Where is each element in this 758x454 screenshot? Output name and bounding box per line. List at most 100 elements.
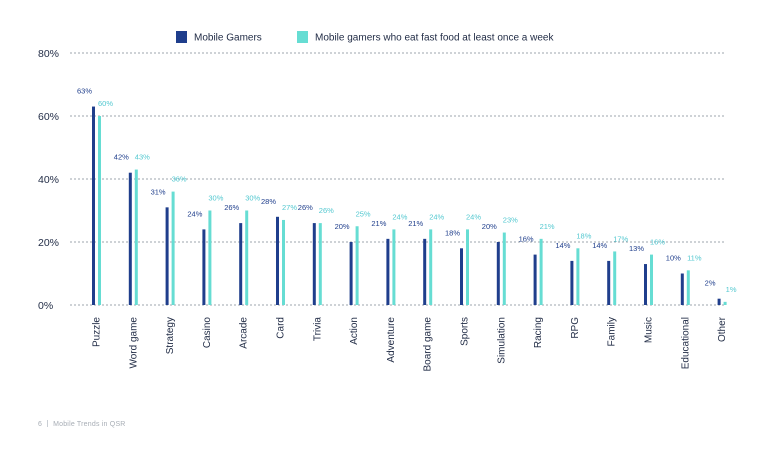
legend-swatch-series-2 — [297, 31, 308, 43]
data-label-fast-food-gamers-music: 16% — [650, 238, 665, 247]
category-label-card: Card — [276, 317, 287, 339]
data-label-mobile-gamers-simulation: 20% — [482, 222, 497, 231]
category-label-puzzle: Puzzle — [92, 317, 103, 347]
data-label-mobile-gamers-word-game: 42% — [114, 153, 129, 162]
category-label-arcade: Arcade — [239, 317, 250, 349]
y-axis: 0% 20% 40% 60% 80% — [38, 48, 59, 312]
bar-mobile-gamers-board-game — [423, 238, 427, 305]
y-tick-label-0: 0% — [38, 300, 53, 312]
bar-fast-food-gamers-strategy — [171, 191, 175, 305]
data-label-fast-food-gamers-racing: 21% — [540, 222, 555, 231]
data-label-mobile-gamers-card: 28% — [261, 197, 276, 206]
data-label-mobile-gamers-family: 14% — [592, 241, 607, 250]
bar-fast-food-gamers-card — [282, 219, 285, 305]
data-label-mobile-gamers-strategy: 31% — [151, 187, 166, 196]
legend-swatch-series-1 — [176, 31, 187, 43]
bar-mobile-gamers-rpg — [570, 260, 574, 305]
legend-label-series-1: Mobile Gamers — [194, 33, 262, 44]
bar-mobile-gamers-racing — [533, 254, 537, 305]
data-label-fast-food-gamers-arcade: 30% — [245, 194, 260, 203]
bar-mobile-gamers-other — [717, 298, 721, 305]
bar-mobile-gamers-word-game — [128, 172, 132, 305]
data-label-mobile-gamers-rpg: 14% — [555, 241, 570, 250]
bar-mobile-gamers-adventure — [386, 238, 390, 305]
data-label-fast-food-gamers-educational: 11% — [687, 253, 702, 262]
data-label-mobile-gamers-puzzle: 63% — [77, 87, 92, 96]
data-label-fast-food-gamers-word-game: 43% — [135, 153, 150, 162]
data-label-fast-food-gamers-family: 17% — [613, 234, 628, 243]
bar-fast-food-gamers-sports — [466, 229, 469, 305]
data-label-fast-food-gamers-trivia: 26% — [319, 206, 334, 215]
legend: Mobile Gamers Mobile gamers who eat fast … — [176, 31, 554, 44]
bar-fast-food-gamers-trivia — [318, 223, 322, 305]
bar-mobile-gamers-puzzle — [92, 106, 95, 305]
bar-fast-food-gamers-board-game — [429, 229, 433, 305]
data-label-fast-food-gamers-sports: 24% — [466, 212, 481, 221]
data-label-fast-food-gamers-board-game: 24% — [429, 212, 444, 221]
x-axis: Puzzle Word game Strategy Casino Arcade Card T… — [92, 316, 729, 371]
data-label-fast-food-gamers-casino: 30% — [208, 194, 223, 203]
category-label-strategy: Strategy — [165, 317, 176, 354]
page-number: 6 — [38, 421, 43, 428]
bar-fast-food-gamers-arcade — [245, 210, 249, 305]
bar-fast-food-gamers-family — [613, 251, 617, 305]
data-labels: 63%60%42% 43%31%36%24%30%26%30% 28%27% 26% 2… — [77, 87, 737, 294]
bar-mobile-gamers-family — [607, 260, 611, 305]
bar-mobile-gamers-educational — [680, 273, 684, 305]
data-label-fast-food-gamers-other: 1% — [726, 285, 737, 294]
bar-fast-food-gamers-music — [650, 254, 653, 305]
category-label-racing: Racing — [533, 317, 544, 348]
bar-mobile-gamers-strategy — [165, 207, 169, 305]
footer-divider — [47, 420, 49, 427]
data-label-fast-food-gamers-simulation: 23% — [503, 216, 518, 225]
category-label-rpg: RPG — [570, 317, 581, 339]
data-label-fast-food-gamers-adventure: 24% — [392, 212, 407, 221]
data-label-mobile-gamers-arcade: 26% — [224, 203, 239, 212]
page-footer: 6 Mobile Trends in QSR — [38, 420, 126, 428]
category-label-simulation: Simulation — [496, 317, 507, 364]
category-label-trivia: Trivia — [312, 317, 323, 342]
data-label-fast-food-gamers-action: 25% — [356, 209, 371, 218]
data-label-mobile-gamers-casino: 24% — [187, 209, 202, 218]
data-label-mobile-gamers-sports: 18% — [445, 228, 460, 237]
bar-fast-food-gamers-word-game — [134, 169, 138, 305]
category-label-word-game: Word game — [128, 317, 139, 369]
category-label-board-game: Board game — [423, 317, 434, 372]
legend-label-series-2: Mobile gamers who eat fast food at least… — [315, 33, 554, 44]
bar-fast-food-gamers-adventure — [392, 229, 396, 305]
data-label-fast-food-gamers-puzzle: 60% — [98, 99, 113, 108]
bar-fast-food-gamers-other — [723, 301, 727, 305]
y-tick-label-20: 20% — [38, 237, 59, 249]
data-label-mobile-gamers-educational: 10% — [666, 254, 681, 263]
data-label-fast-food-gamers-card: 27% — [282, 203, 297, 212]
bar-mobile-gamers-music — [644, 264, 647, 305]
y-tick-label-80: 80% — [38, 48, 59, 60]
bar-mobile-gamers-trivia — [312, 223, 316, 305]
data-label-fast-food-gamers-strategy: 36% — [172, 175, 187, 184]
data-label-mobile-gamers-music: 13% — [629, 244, 644, 253]
category-label-action: Action — [349, 317, 360, 345]
category-label-family: Family — [607, 317, 618, 346]
data-label-mobile-gamers-action: 20% — [335, 222, 350, 231]
bar-mobile-gamers-simulation — [496, 242, 500, 305]
bars — [92, 106, 727, 305]
bar-fast-food-gamers-simulation — [502, 232, 506, 305]
category-label-other: Other — [717, 316, 728, 342]
y-tick-label-60: 60% — [38, 111, 59, 123]
bar-fast-food-gamers-action — [355, 226, 359, 305]
category-label-educational: Educational — [680, 317, 691, 369]
bar-mobile-gamers-arcade — [239, 223, 243, 305]
bar-fast-food-gamers-puzzle — [98, 116, 101, 305]
bar-mobile-gamers-sports — [460, 248, 463, 305]
bar-mobile-gamers-action — [349, 242, 353, 305]
data-label-fast-food-gamers-rpg: 18% — [576, 231, 591, 240]
data-label-mobile-gamers-board-game: 21% — [408, 219, 423, 228]
bar-mobile-gamers-card — [276, 216, 279, 305]
y-tick-label-40: 40% — [38, 174, 59, 186]
category-label-adventure: Adventure — [386, 317, 397, 363]
category-label-sports: Sports — [460, 317, 471, 346]
category-label-music: Music — [644, 317, 655, 343]
footer-text: Mobile Trends in QSR — [53, 421, 126, 428]
